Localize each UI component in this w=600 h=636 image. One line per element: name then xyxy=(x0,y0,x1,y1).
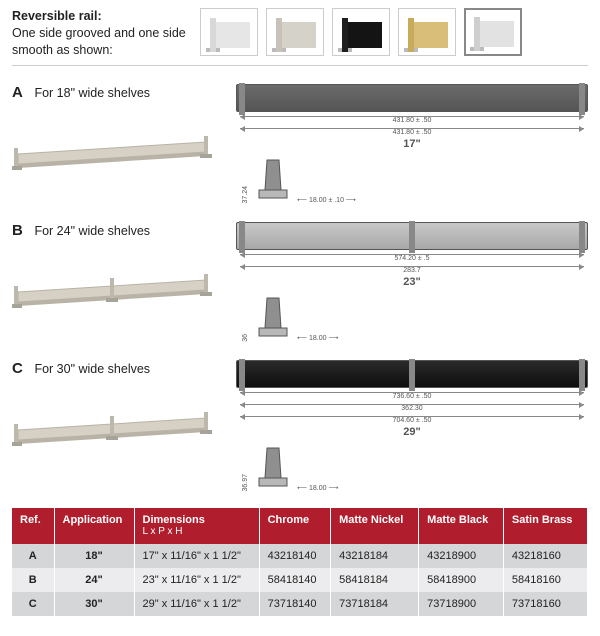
table-cell: 58418160 xyxy=(503,568,587,592)
cross-section-icon xyxy=(253,156,293,204)
table-cell: A xyxy=(12,544,54,568)
header-text: Reversible rail: One side grooved and on… xyxy=(12,8,192,59)
variant-desc: For 18" wide shelves xyxy=(34,86,150,100)
col-satin-brass: Satin Brass xyxy=(503,508,587,544)
swatch-chrome[interactable] xyxy=(200,8,258,56)
header-title: Reversible rail: xyxy=(12,9,102,23)
table-row: B24"23" x 11/16" x 1 1/2"584181405841818… xyxy=(12,568,588,592)
rail-3d-icon xyxy=(12,268,212,314)
table-cell: 24" xyxy=(54,568,134,592)
cross-section: 36 ⟵ 18.00 ⟶ xyxy=(242,294,588,342)
col-matte-nickel: Matte Nickel xyxy=(331,508,419,544)
dimension-main: 23" xyxy=(236,276,588,288)
page: Reversible rail: One side grooved and on… xyxy=(0,0,600,628)
swatch-matte-black[interactable] xyxy=(332,8,390,56)
table-cell: 73718900 xyxy=(419,592,504,616)
dimension-main: 29" xyxy=(236,426,588,438)
variant-right: 736.60 ± .50362.30704.60 ± .50 29" 36.97… xyxy=(236,360,588,492)
swatch-chrome-alt[interactable] xyxy=(464,8,522,56)
rail-side-view xyxy=(236,222,588,250)
rail-thumb-icon xyxy=(206,16,252,52)
dimension-lines: 431.80 ± .50431.80 ± .50 17" xyxy=(236,116,588,150)
spec-table: Ref.ApplicationDimensionsL x P x HChrome… xyxy=(12,508,588,616)
rail-side-view xyxy=(236,360,588,388)
rail-3d-icon xyxy=(12,406,212,452)
swatch-matte-nickel[interactable] xyxy=(266,8,324,56)
dimension-main: 17" xyxy=(236,138,588,150)
finish-swatches xyxy=(200,8,522,56)
rail-3d-icon xyxy=(12,130,212,176)
table-row: C30"29" x 11/16" x 1 1/2"737181407371818… xyxy=(12,592,588,616)
col-ref-: Ref. xyxy=(12,508,54,544)
cross-section-icon xyxy=(253,444,293,492)
rail-side-view xyxy=(236,84,588,112)
swatch-satin-brass[interactable] xyxy=(398,8,456,56)
col-application: Application xyxy=(54,508,134,544)
variant-left: C For 30" wide shelves xyxy=(12,360,222,492)
table-cell: 23" x 11/16" x 1 1/2" xyxy=(134,568,259,592)
variant-left: B For 24" wide shelves xyxy=(12,222,222,342)
table-cell: 43218140 xyxy=(259,544,331,568)
col-chrome: Chrome xyxy=(259,508,331,544)
col-matte-black: Matte Black xyxy=(419,508,504,544)
rail-thumb-icon xyxy=(272,16,318,52)
variant-C: C For 30" wide shelves 736.60 ± .50362.3… xyxy=(12,360,588,492)
table-cell: 29" x 11/16" x 1 1/2" xyxy=(134,592,259,616)
table-cell: B xyxy=(12,568,54,592)
variant-desc: For 24" wide shelves xyxy=(34,224,150,238)
variant-desc: For 30" wide shelves xyxy=(34,362,150,376)
table-cell: C xyxy=(12,592,54,616)
table-cell: 73718160 xyxy=(503,592,587,616)
header: Reversible rail: One side grooved and on… xyxy=(12,8,588,66)
table-cell: 30" xyxy=(54,592,134,616)
col-dimensions: DimensionsL x P x H xyxy=(134,508,259,544)
header-subtitle: One side grooved and one side smooth as … xyxy=(12,26,186,57)
table-cell: 58418184 xyxy=(331,568,419,592)
variant-B: B For 24" wide shelves 574.20 ± .5283.7 … xyxy=(12,222,588,342)
variant-ref: C xyxy=(12,360,30,377)
cross-section: 36.97 ⟵ 18.00 ⟶ xyxy=(242,444,588,492)
table-cell: 17" x 11/16" x 1 1/2" xyxy=(134,544,259,568)
table-cell: 73718140 xyxy=(259,592,331,616)
dimension-lines: 736.60 ± .50362.30704.60 ± .50 29" xyxy=(236,392,588,438)
variant-right: 574.20 ± .5283.7 23" 36 ⟵ 18.00 ⟶ xyxy=(236,222,588,342)
table-cell: 73718184 xyxy=(331,592,419,616)
cross-section-icon xyxy=(253,294,293,342)
variant-ref: B xyxy=(12,222,30,239)
dimension-lines: 574.20 ± .5283.7 23" xyxy=(236,254,588,288)
rail-thumb-icon xyxy=(338,16,384,52)
table-cell: 58418140 xyxy=(259,568,331,592)
variant-ref: A xyxy=(12,84,30,101)
table-cell: 43218184 xyxy=(331,544,419,568)
variant-left: A For 18" wide shelves xyxy=(12,84,222,204)
cross-section: 37.24 ⟵ 18.00 ± .10 ⟶ xyxy=(242,156,588,204)
rail-thumb-icon xyxy=(470,15,516,51)
table-row: A18"17" x 11/16" x 1 1/2"432181404321818… xyxy=(12,544,588,568)
rail-thumb-icon xyxy=(404,16,450,52)
table-cell: 43218900 xyxy=(419,544,504,568)
table-cell: 58418900 xyxy=(419,568,504,592)
table-cell: 43218160 xyxy=(503,544,587,568)
variant-right: 431.80 ± .50431.80 ± .50 17" 37.24 ⟵ 18.… xyxy=(236,84,588,204)
variant-A: A For 18" wide shelves 431.80 ± .50431.8… xyxy=(12,84,588,204)
table-cell: 18" xyxy=(54,544,134,568)
